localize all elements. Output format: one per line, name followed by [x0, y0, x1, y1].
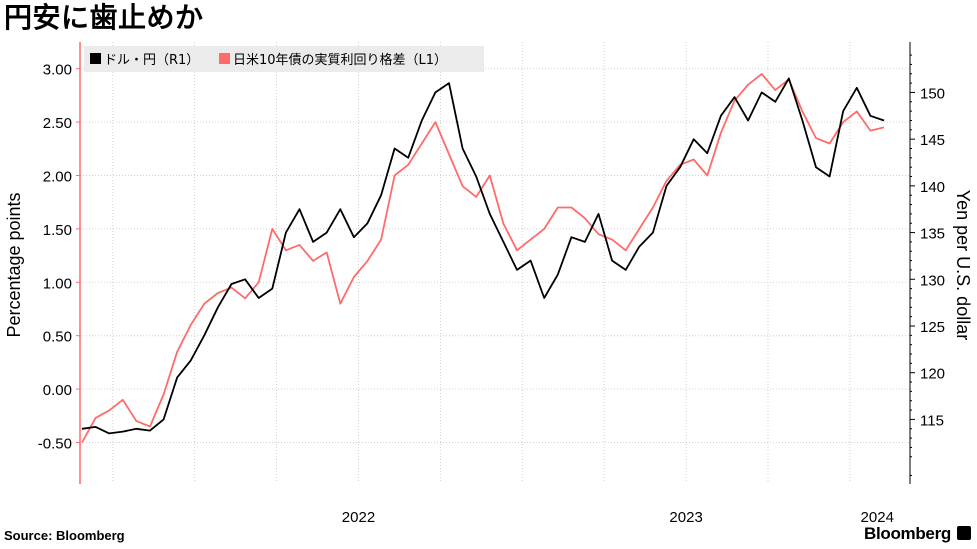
y-axis-left-label: Percentage points [4, 192, 24, 337]
brand-logo: Bloomberg [864, 524, 971, 544]
axes: 3.00 2.50 2.00 1.50 1.00 0.50 0.00 -0.50 150 145 1… [38, 42, 945, 526]
y-right-tick-label: 120 [920, 366, 945, 383]
series-line-usdjpy [81, 77, 885, 435]
legend-label-usdjpy: ドル・円（R1） [104, 53, 199, 68]
legend-swatch-real-yield-spread [219, 53, 230, 64]
y-left-tick-label: 2.00 [43, 168, 72, 185]
y-right-tick-label: 145 [920, 132, 945, 149]
y-right-tick-label: 130 [920, 272, 945, 289]
y-right-tick-label: 150 [920, 85, 945, 102]
y-right-tick-label: 135 [920, 226, 945, 243]
y-left-tick-label: 1.50 [43, 222, 72, 239]
y-left-tick-label: -0.50 [38, 435, 72, 452]
x-tick-label: 2023 [669, 509, 702, 526]
series-line-real-yield-spread [81, 73, 885, 443]
y-left-tick-label: 3.00 [43, 62, 72, 79]
y-right-tick-label: 125 [920, 319, 945, 336]
y-axis-right-label: Yen per U.S. dollar [953, 190, 973, 340]
brand-mark-icon [957, 526, 971, 540]
x-tick-label: 2022 [342, 509, 375, 526]
y-left-tick-label: 0.50 [43, 329, 72, 346]
page-title: 円安に歯止めか [4, 1, 204, 34]
series-lines [81, 73, 885, 443]
legend-label-real-yield-spread: 日米10年債の実質利回り格差（L1） [233, 52, 447, 68]
y-left-tick-label: 0.00 [43, 382, 72, 399]
y-left-tick-label: 2.50 [43, 115, 72, 132]
legend: ドル・円（R1） 日米10年債の実質利回り格差（L1） [84, 46, 484, 72]
y-left-tick-label: 1.00 [43, 275, 72, 292]
y-right-tick-label: 115 [920, 412, 944, 429]
x-tick-label: 2024 [861, 509, 894, 526]
source-note: Source: Bloomberg [4, 528, 125, 543]
legend-background [84, 46, 484, 72]
y-right-tick-label: 140 [920, 179, 945, 196]
brand-name: Bloomberg [863, 524, 951, 543]
legend-swatch-usdjpy [90, 53, 101, 64]
gridlines [80, 42, 910, 482]
